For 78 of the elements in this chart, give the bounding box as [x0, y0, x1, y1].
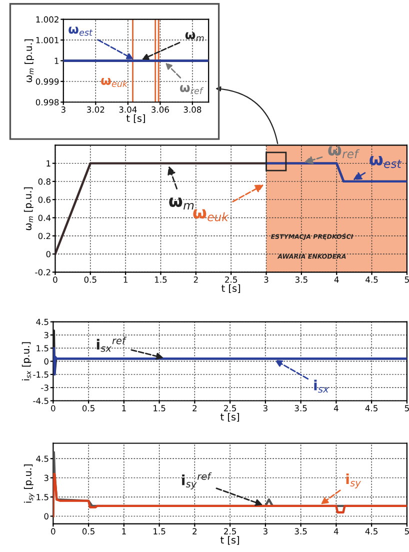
annotation: i$_{sx}$$^{ref}$ [96, 336, 127, 352]
y-tick-label: 0 [46, 250, 50, 258]
annotation: ω$_{est}$ [68, 26, 93, 36]
x-tick-label: 3.06 [152, 106, 169, 113]
x-tick-label: 5 [404, 405, 409, 412]
x-tick-label: 4.5 [365, 405, 378, 412]
x-tick-label: 1 [122, 405, 126, 412]
x-tick-label: 2.5 [225, 276, 237, 283]
y-tick-label: 0.999 [36, 78, 59, 85]
y-tick-label: 4.5 [36, 318, 48, 326]
x-axis-title: t [s] [220, 536, 240, 545]
x-tick-label: 4.5 [366, 276, 378, 283]
x-tick-label: 5 [404, 528, 409, 534]
x-tick-label: 3 [61, 106, 66, 113]
x-axis-title: t [s] [222, 284, 240, 294]
x-tick-label: 4 [334, 405, 338, 412]
y-tick-label: -3 [41, 384, 48, 391]
x-tick-label: 1 [122, 528, 126, 534]
x-tick-label: 1.5 [154, 528, 166, 534]
annotation: ω$_{euk}$ [101, 78, 128, 88]
annotation: ω$_{m}$ [169, 198, 194, 210]
annotation: ω$_{ref}$ [328, 146, 360, 158]
x-tick-label: 2.5 [224, 528, 236, 534]
x-tick-label: 1.5 [154, 405, 166, 412]
y-tick-label: 1 [54, 58, 58, 64]
x-tick-label: 2 [194, 276, 198, 283]
annotation: i$_{sy}$$^{ref}$ [182, 472, 212, 490]
x-tick-label: 0.5 [84, 276, 96, 283]
y-tick-label: 1.5 [36, 345, 48, 352]
y-tick-label: 0.998 [36, 99, 59, 106]
annotation: ω$_{m}$ [185, 32, 204, 42]
x-tick-label: 1 [124, 276, 128, 283]
annotation: ω$_{ref}$ [180, 85, 204, 94]
x-axis-title: t [s] [220, 412, 240, 422]
x-tick-label: 4 [334, 276, 339, 283]
x-tick-label: 3 [263, 528, 268, 534]
y-tick-label: 4.5 [36, 456, 48, 462]
x-tick-label: 1.5 [155, 276, 167, 283]
x-tick-label: 4.5 [365, 528, 378, 534]
x-tick-label: 3.08 [184, 106, 202, 113]
y-tick-label: 1.002 [36, 16, 58, 23]
y-axis-title: ω$_{m}$ [p.u.] [24, 39, 34, 82]
y-tick-label: 0.4 [38, 214, 51, 222]
annotation: i$_{sx}$ [314, 380, 329, 393]
x-tick-label: 5 [404, 276, 409, 283]
y-tick-label: -0.2 [35, 269, 50, 276]
x-tick-label: 3.5 [294, 405, 307, 412]
x-tick-label: 3 [264, 276, 268, 283]
x-tick-label: 2 [192, 528, 196, 534]
x-tick-label: 3.5 [294, 528, 307, 534]
y-tick-label: 1 [46, 160, 50, 166]
y-tick-label: 0 [44, 358, 48, 365]
x-tick-label: 3 [263, 405, 268, 412]
y-tick-label: 0.2 [38, 232, 50, 240]
x-tick-label: 0.5 [82, 528, 94, 534]
annotation: ω$_{est}$ [370, 156, 402, 168]
y-tick-label: 1.5 [36, 494, 48, 500]
y-axis-title: ω$_{m}$ [p.u.] [24, 187, 34, 230]
y-axis-title: i$_{sx}$ [p.u.] [22, 342, 32, 380]
y-axis-title: i$_{sy}$ [p.u.] [24, 464, 34, 503]
x-tick-label: 4 [334, 528, 338, 534]
y-tick-label: 3 [44, 474, 48, 482]
y-tick-label: 1.001 [36, 37, 58, 44]
x-tick-label: 2.5 [224, 405, 236, 412]
y-tick-label: 0.6 [38, 196, 51, 203]
x-tick-label: 3.02 [87, 106, 104, 113]
annotation: i$_{sy}$ [346, 474, 361, 488]
x-tick-label: 3.5 [295, 276, 308, 283]
y-tick-label: 0 [44, 513, 48, 520]
y-tick-label: 0.8 [38, 178, 50, 185]
x-axis-title: t [s] [126, 114, 145, 124]
x-tick-label: 3.04 [119, 106, 137, 113]
x-tick-label: 2 [192, 405, 196, 412]
y-tick-label: -4.5 [33, 398, 48, 404]
annotation: ω$_{euk}$ [193, 209, 229, 222]
y-tick-label: -1.5 [33, 372, 48, 378]
y-tick-label: 3 [44, 332, 48, 338]
x-tick-label: 0.5 [82, 405, 94, 412]
